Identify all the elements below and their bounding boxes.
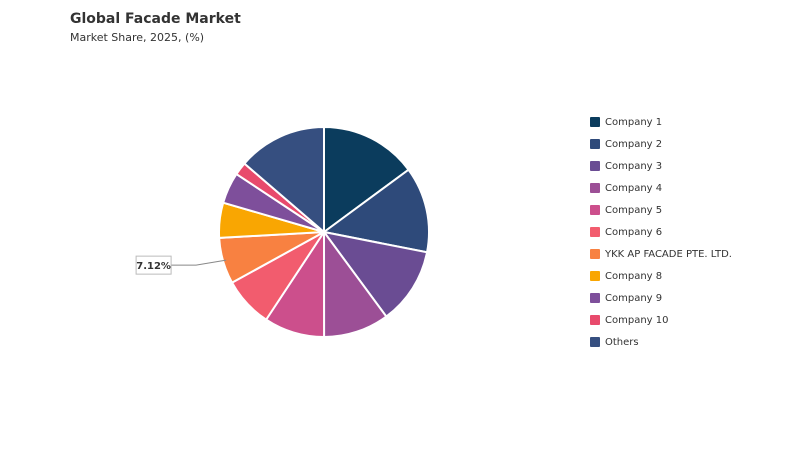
legend-swatch xyxy=(590,227,600,237)
chart-title: Global Facade Market xyxy=(70,11,241,27)
legend-label: Company 1 xyxy=(605,117,662,128)
legend-swatch xyxy=(590,183,600,193)
legend-swatch xyxy=(590,249,600,259)
pie-slice xyxy=(323,125,410,234)
pie-slice xyxy=(321,168,430,254)
legend-label: Company 8 xyxy=(605,271,662,282)
legend-label: Company 4 xyxy=(605,183,662,194)
legend-swatch xyxy=(590,337,600,347)
data-label: 7.12% xyxy=(136,261,171,272)
legend-label: Company 5 xyxy=(605,205,662,216)
legend-label: Company 9 xyxy=(605,293,662,304)
legend-swatch xyxy=(590,139,600,149)
label-leader xyxy=(171,259,227,266)
legend-swatch xyxy=(590,271,600,281)
legend-label: Company 6 xyxy=(605,227,662,238)
chart-subtitle: Market Share, 2025, (%) xyxy=(70,31,204,44)
legend-label: Company 2 xyxy=(605,139,662,150)
legend-swatch xyxy=(590,315,600,325)
legend-swatch xyxy=(590,117,600,127)
label-box xyxy=(135,255,172,275)
legend-swatch xyxy=(590,205,600,215)
legend-swatch xyxy=(590,161,600,171)
legend-label: Others xyxy=(605,337,639,348)
legend-label: YKK AP FACADE PTE. LTD. xyxy=(604,249,732,260)
legend-swatch xyxy=(590,293,600,303)
legend-label: Company 3 xyxy=(605,161,662,172)
pie-slice xyxy=(242,125,325,235)
legend-label: Company 10 xyxy=(605,315,668,326)
pie-slice xyxy=(321,230,429,318)
